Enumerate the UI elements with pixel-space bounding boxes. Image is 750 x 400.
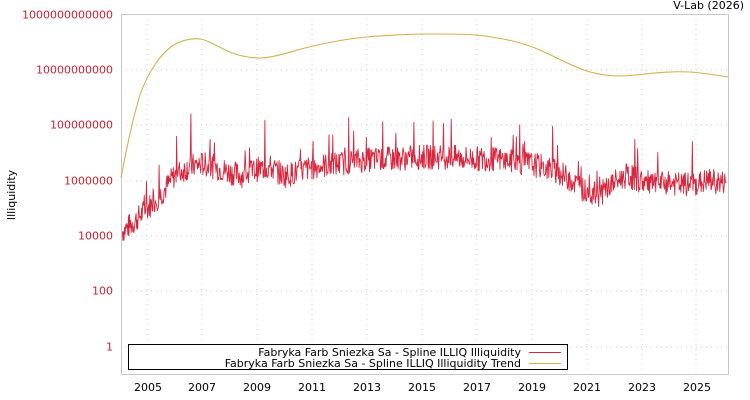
illiquidity-series-line (121, 113, 727, 241)
grid-lines (121, 14, 728, 374)
x-tick: 2005 (134, 381, 162, 394)
legend-label: Fabryka Farb Sniezka Sa - Spline ILLIQ I… (258, 345, 521, 359)
legend-swatch-red (529, 351, 561, 353)
y-tick: 100000000 (50, 118, 113, 132)
legend-item-illiquidity: Fabryka Farb Sniezka Sa - Spline ILLIQ I… (258, 345, 561, 359)
y-tick: 1 (106, 340, 113, 354)
y-tick: 10000000000 (36, 63, 113, 77)
y-tick: 10000 (78, 229, 113, 243)
x-tick: 2011 (298, 381, 326, 394)
chart-legend: Fabryka Farb Sniezka Sa - Spline ILLIQ I… (128, 344, 568, 370)
x-tick: 2009 (243, 381, 271, 394)
x-tick: 2021 (573, 381, 601, 394)
y-tick: 1000000 (64, 174, 113, 188)
plot-frame (121, 14, 729, 375)
legend-item-trend: Fabryka Farb Sniezka Sa - Spline ILLIQ I… (224, 356, 561, 370)
legend-label: Fabryka Farb Sniezka Sa - Spline ILLIQ I… (224, 356, 521, 370)
y-tick: 100 (92, 284, 113, 298)
x-tick: 2015 (408, 381, 436, 394)
x-tick: 2013 (353, 381, 381, 394)
x-tick: 2017 (463, 381, 491, 394)
illiquidity-trend-line (120, 33, 729, 179)
x-tick: 2019 (518, 381, 546, 394)
x-tick: 2025 (683, 381, 711, 394)
x-tick: 2007 (188, 381, 216, 394)
y-tick: 1000000000000 (22, 8, 113, 22)
credit-label: V-Lab (2026) (673, 0, 744, 12)
x-tick: 2023 (628, 381, 656, 394)
legend-swatch-gold (529, 362, 561, 364)
